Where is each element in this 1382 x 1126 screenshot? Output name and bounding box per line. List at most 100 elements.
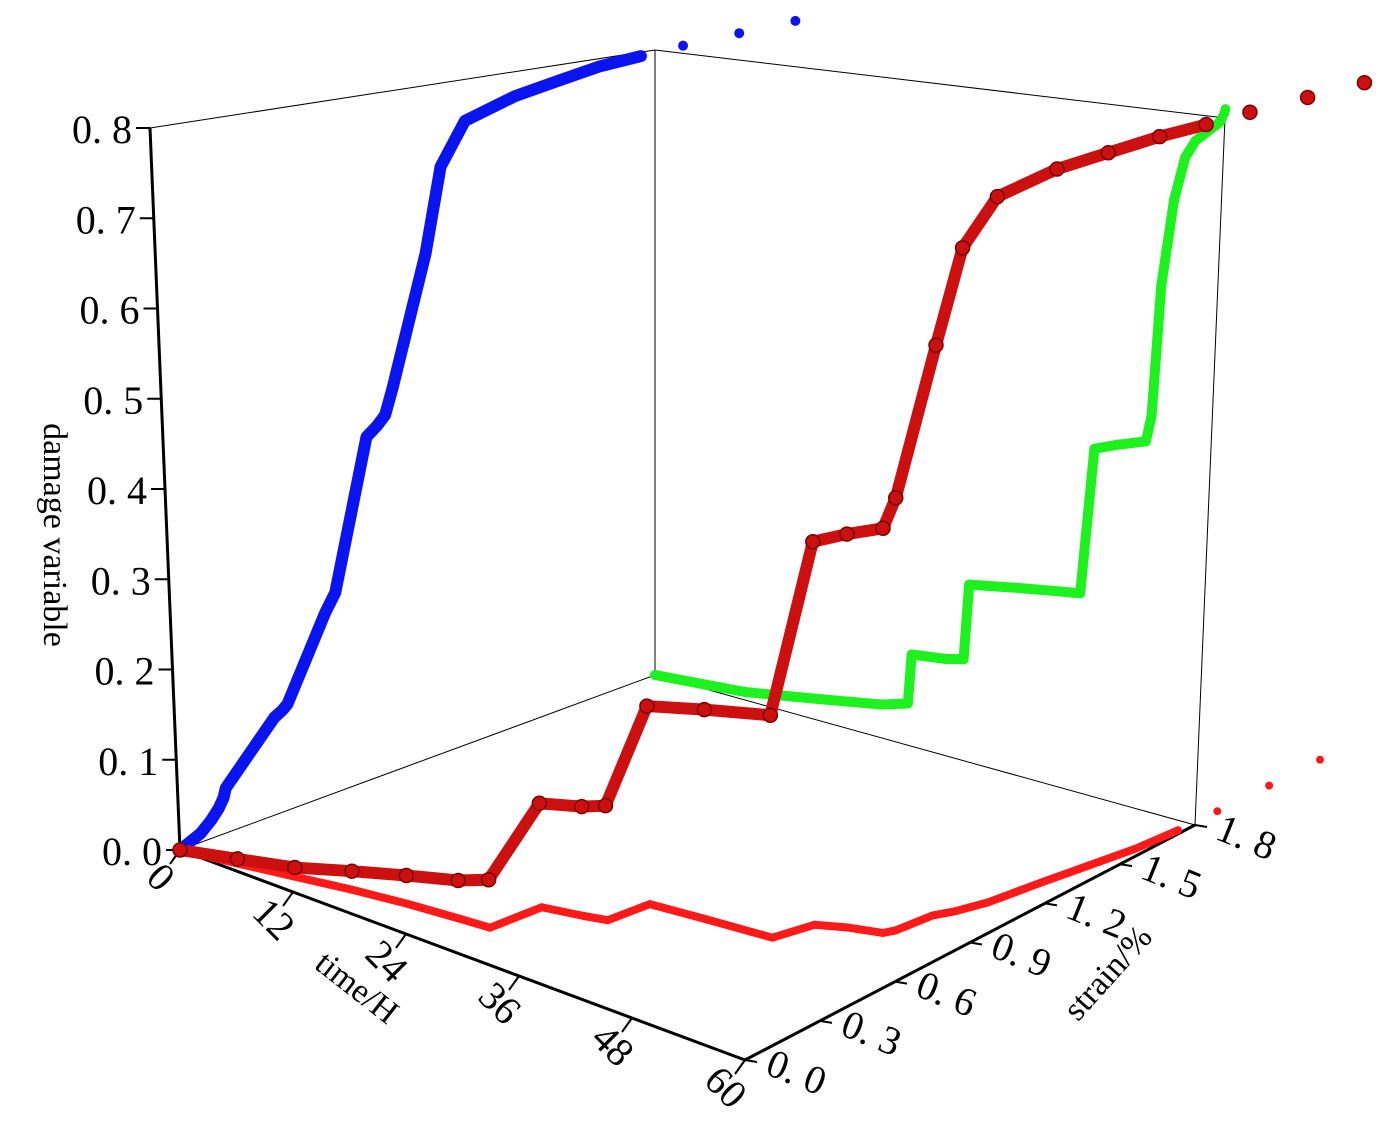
time-strain-curve-point xyxy=(984,898,993,907)
x-axis-line xyxy=(179,848,746,1062)
damage-curve-point xyxy=(1356,74,1373,91)
strain-damage-curve-point xyxy=(734,28,745,39)
strain-damage-curve-point xyxy=(282,699,293,710)
time-strain-curve-point xyxy=(1085,861,1094,870)
time-damage-curve-point xyxy=(1015,583,1026,594)
strain-damage-curve-point xyxy=(372,420,383,431)
box-edge xyxy=(149,49,656,129)
y-tick-label: 1. 8 xyxy=(1210,805,1282,869)
time-strain-curve-point xyxy=(348,885,357,894)
time-damage-curve-point xyxy=(1112,439,1123,450)
damage-curve-point xyxy=(287,859,303,876)
damage-curve-point xyxy=(531,795,548,812)
damage-curve-point xyxy=(229,851,246,867)
damage-curve-point xyxy=(989,188,1006,205)
z-tick-label: 0. 5 xyxy=(83,378,143,423)
y-tick xyxy=(894,980,908,985)
y-tick-label: 0. 0 xyxy=(760,1040,832,1104)
time-damage-curve-point xyxy=(1220,104,1231,115)
time-damage-curve xyxy=(650,116,1226,710)
time-strain-curve-point xyxy=(768,933,777,942)
time-strain-curve-point xyxy=(952,906,961,915)
time-strain-curve-point xyxy=(403,899,412,908)
damage-curve-point xyxy=(344,863,360,879)
time-damage-curve-point xyxy=(902,698,913,709)
damage-curve-point xyxy=(1100,144,1117,161)
y-tick-label: 0. 6 xyxy=(910,962,982,1026)
damage-curve-point xyxy=(480,871,497,888)
strain-damage-curve-point xyxy=(218,792,229,803)
time-strain-curve-point xyxy=(891,926,900,935)
time-damage-curve-point xyxy=(1089,443,1100,454)
x-tick-label: 48 xyxy=(583,1015,643,1075)
time-strain-curve-point xyxy=(579,912,588,920)
time-strain-curve-point xyxy=(645,900,654,909)
damage-curve-point xyxy=(398,867,415,884)
damage-curve-point xyxy=(875,520,891,537)
strain-damage-curve-point xyxy=(635,51,646,62)
damage-curve-point xyxy=(450,872,466,889)
y-tick xyxy=(1119,863,1133,868)
z-tick-label: 0. 2 xyxy=(95,649,155,694)
z-tick-label: 0. 0 xyxy=(102,829,162,874)
time-damage-curve-point xyxy=(958,654,969,665)
strain-damage-curve-point xyxy=(213,803,224,814)
strain-damage-curve-point xyxy=(320,608,331,619)
z-tick-label: 0. 6 xyxy=(80,288,140,333)
strain-damage-curve-point xyxy=(510,91,521,102)
box-edge xyxy=(654,674,1196,826)
z-axis-title: damage variable xyxy=(36,423,73,647)
x-tick-label: 36 xyxy=(470,973,530,1033)
time-damage-curve-point xyxy=(1180,152,1191,163)
box-edge xyxy=(654,49,1226,119)
y-tick xyxy=(1044,902,1058,907)
damage-curve-point xyxy=(1151,128,1168,145)
damage-curve-point xyxy=(1242,104,1258,121)
time-strain-curve-point xyxy=(537,903,546,912)
time-strain-curve xyxy=(176,826,1182,942)
time-strain-curve-point xyxy=(1131,844,1140,853)
x-tick xyxy=(282,891,294,907)
y-tick xyxy=(819,1019,833,1024)
time-damage-curve-point xyxy=(785,691,796,702)
time-strain-curve-point xyxy=(1038,877,1047,886)
time-damage-curve-point xyxy=(1140,436,1151,447)
time-damage-curve-point xyxy=(940,653,951,664)
strain-damage-curve-point xyxy=(269,712,280,723)
damage-curve-point xyxy=(639,698,655,714)
y-tick-label: 0. 9 xyxy=(985,922,1057,986)
time-strain-curve-point xyxy=(928,911,937,920)
damage-curve-point xyxy=(696,701,713,718)
strain-damage-curve-point xyxy=(195,828,206,839)
time-damage-curve-point xyxy=(650,670,660,680)
strain-damage-curve-point xyxy=(593,61,604,72)
time-strain-curve-point xyxy=(486,923,494,932)
strain-damage-curve-point xyxy=(420,248,431,259)
time-damage-curve-point xyxy=(830,695,841,706)
strain-damage-curve-point xyxy=(330,587,341,598)
z-tick-label: 0. 7 xyxy=(76,197,136,242)
strain-damage-curve-point xyxy=(435,161,446,172)
damage-curve-point xyxy=(1299,89,1316,106)
time-strain-curve-point xyxy=(603,916,612,925)
time-damage-curve-point xyxy=(1190,135,1201,146)
damage-curve-point xyxy=(928,337,944,353)
time-damage-curve-point xyxy=(875,699,886,710)
damage-curve-point xyxy=(1049,161,1065,177)
damage-curve-point xyxy=(1198,116,1214,133)
x-tick xyxy=(508,975,520,991)
box-edge xyxy=(1194,117,1226,826)
z-tick-label: 0. 1 xyxy=(98,739,158,784)
x-tick-label: 12 xyxy=(244,889,304,949)
y-tick xyxy=(1194,824,1208,828)
strain-damage-curve-point xyxy=(361,431,372,442)
x-tick xyxy=(734,1059,746,1075)
damage-curve xyxy=(174,118,1213,887)
y-tick xyxy=(744,1059,758,1063)
x-tick-label: 60 xyxy=(696,1057,756,1117)
x-tick xyxy=(621,1017,633,1033)
time-damage-curve-point xyxy=(740,687,751,698)
time-strain-curve-point xyxy=(1173,826,1182,835)
damage-curve-point xyxy=(805,533,821,550)
